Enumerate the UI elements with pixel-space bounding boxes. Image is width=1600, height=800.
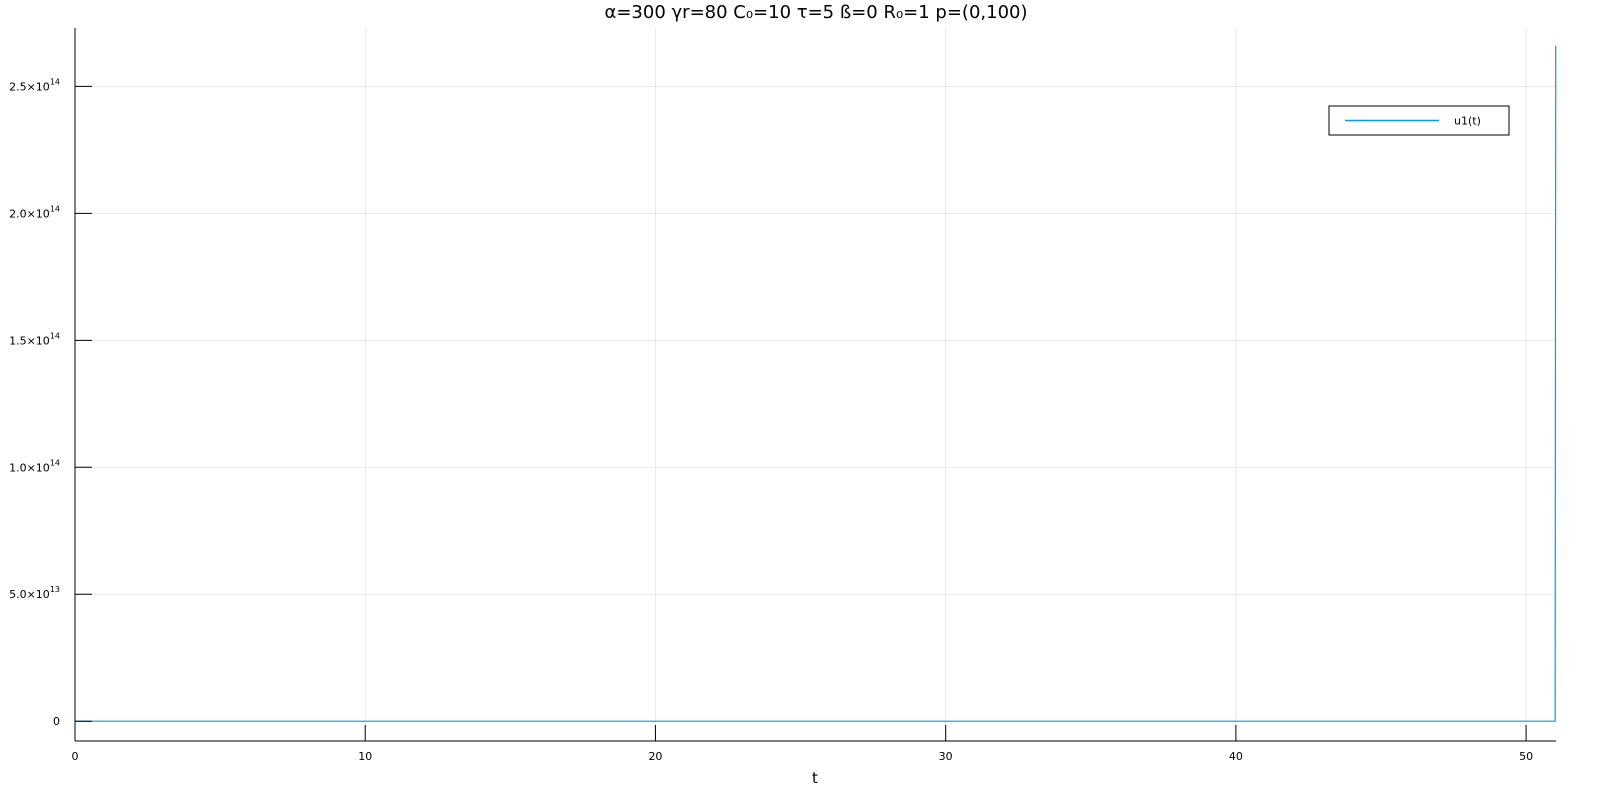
x-tick-label: 20 xyxy=(648,750,662,763)
y-tick-label: 2.5×1014 xyxy=(9,77,60,93)
x-tick-label: 40 xyxy=(1229,750,1243,763)
chart-title: α=300 γr=80 C₀=10 τ=5 ß=0 R₀=1 p=(0,100) xyxy=(604,2,1027,23)
y-tick-label: 1.5×1014 xyxy=(9,331,60,347)
x-axis-label: t xyxy=(812,769,818,787)
y-ticks: 0 5.0×1013 1.0×1014 1.5×1014 2.0×1014 2.5×101… xyxy=(9,77,92,728)
series-line-0 xyxy=(75,45,1557,722)
x-tick-label: 30 xyxy=(939,750,953,763)
series-layer xyxy=(75,45,1557,722)
legend-label-u1: u1(t) xyxy=(1454,115,1481,128)
x-tick-label: 10 xyxy=(358,750,372,763)
y-tick-label: 0 xyxy=(53,715,60,728)
x-tick-label: 0 xyxy=(72,750,79,763)
x-tick-label: 50 xyxy=(1519,750,1533,763)
x-ticks: 0 10 20 30 40 50 xyxy=(72,725,1533,763)
y-tick-label: 5.0×1013 xyxy=(9,585,60,601)
axes xyxy=(74,28,1556,742)
y-tick-label: 1.0×1014 xyxy=(9,458,60,474)
y-tick-label: 2.0×1014 xyxy=(9,204,60,220)
legend: u1(t) xyxy=(1328,105,1510,136)
